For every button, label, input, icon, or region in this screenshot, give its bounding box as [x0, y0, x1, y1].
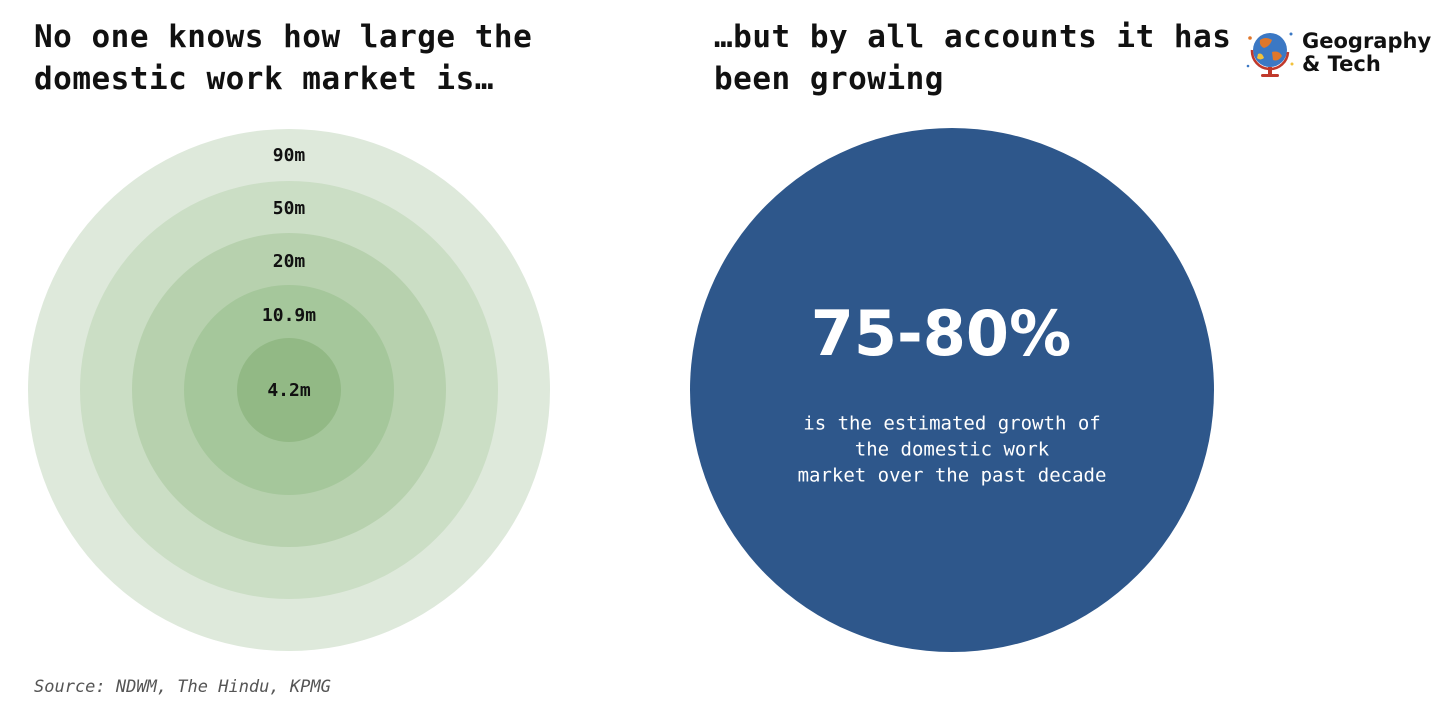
globe-icon	[1246, 32, 1294, 77]
right-headline: …but by all accounts it has been growing	[714, 19, 1232, 97]
ring-5	[237, 338, 341, 442]
stat-value: 75-80%	[811, 297, 1071, 370]
ring-label: 10.9m	[262, 305, 316, 326]
brand-name: Geography & Tech	[1302, 29, 1432, 76]
left-headline: No one knows how large the domestic work…	[34, 19, 533, 97]
brand-logo: Geography & Tech	[1246, 28, 1451, 82]
ring-label: 4.2m	[267, 380, 311, 401]
ring-label: 20m	[273, 251, 306, 272]
ring-label: 90m	[273, 145, 306, 166]
stat-caption-line: is the estimated growth of	[803, 413, 1100, 435]
ring-label: 50m	[273, 198, 306, 219]
source-note: Source: NDWM, The Hindu, KPMG	[34, 677, 331, 697]
stat-circle	[690, 128, 1214, 652]
stat-caption-line: market over the past decade	[798, 465, 1107, 487]
stat-caption-line: the domestic work	[855, 439, 1050, 461]
